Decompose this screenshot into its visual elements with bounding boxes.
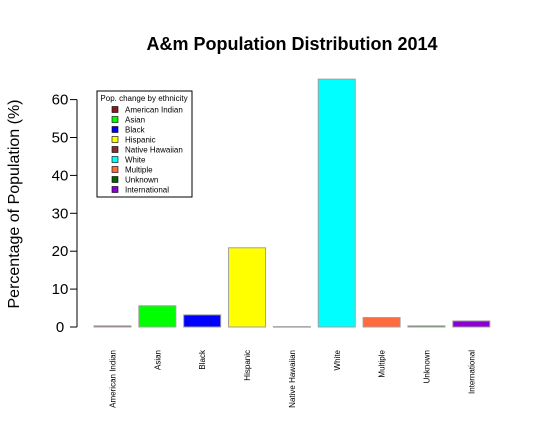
legend-label: American Indian <box>125 106 183 115</box>
x-tick-label: International <box>467 350 476 394</box>
x-axis-tick-labels: American Indian Asian Black Hispanic Native … <box>109 349 477 408</box>
legend-swatch <box>111 126 119 133</box>
x-tick-label: White <box>333 349 342 370</box>
x-tick-label: Hispanic <box>243 350 252 381</box>
y-tick-label: 50 <box>52 130 69 147</box>
x-tick-label: Asian <box>153 350 162 370</box>
legend-items: American IndianAsianBlackHispanicNative … <box>111 106 183 195</box>
bar-multiple <box>362 317 401 328</box>
bar-international <box>452 320 491 328</box>
x-tick-label: American Indian <box>109 350 118 408</box>
bar-american-indian <box>93 325 132 328</box>
x-tick-label: Multiple <box>378 349 387 377</box>
y-axis: 0 10 20 30 40 50 60 <box>52 92 78 336</box>
x-tick-label: Unknown <box>422 350 431 383</box>
legend-label: Multiple <box>125 166 153 175</box>
y-axis-label: Percentage of Population (%) <box>6 99 23 308</box>
bar-asian <box>138 305 177 328</box>
bar-white <box>317 78 356 328</box>
legend-swatch <box>111 176 119 183</box>
legend-swatch <box>111 116 119 123</box>
legend: Pop. change by ethnicity American Indian… <box>96 90 193 198</box>
y-tick-label: 60 <box>52 92 69 109</box>
y-tick-label: 40 <box>52 167 69 184</box>
x-tick-label: Native Hawaiian <box>288 350 297 408</box>
legend-label: Native Hawaiian <box>125 146 183 155</box>
legend-swatch <box>111 106 119 113</box>
bar-unknown <box>407 325 446 328</box>
legend-title: Pop. change by ethnicity <box>100 94 187 103</box>
y-tick-label: 30 <box>52 205 69 222</box>
bar-hispanic <box>228 247 267 328</box>
legend-swatch <box>111 136 119 143</box>
legend-label: White <box>125 156 146 165</box>
legend-label: Hispanic <box>125 136 156 145</box>
bar-series <box>93 78 491 328</box>
chart-title: A&m Population Distribution 2014 <box>146 34 437 54</box>
x-tick-label: Black <box>198 349 207 370</box>
legend-swatch <box>111 146 119 153</box>
legend-label: International <box>125 186 169 195</box>
legend-swatch <box>111 156 119 163</box>
y-tick-label: 10 <box>52 281 69 298</box>
legend-swatch <box>111 186 119 193</box>
legend-label: Asian <box>125 116 145 125</box>
bar-black <box>183 314 222 328</box>
legend-label: Unknown <box>125 176 158 185</box>
legend-swatch <box>111 166 119 173</box>
y-tick-label: 0 <box>56 319 64 336</box>
bar-native-hawaiian <box>272 326 311 328</box>
legend-label: Black <box>125 126 146 135</box>
y-tick-label: 20 <box>52 243 69 260</box>
